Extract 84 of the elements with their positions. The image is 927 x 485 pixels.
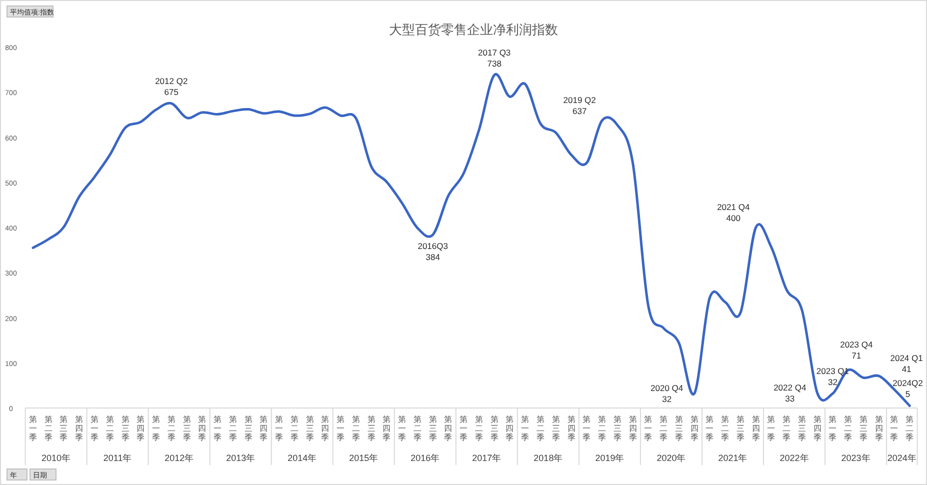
x-tick-label: 第四季 [444, 415, 452, 442]
x-tick-label: 第一季 [828, 415, 837, 442]
x-tick-label: 第四季 [382, 415, 391, 442]
x-tick-label: 第三季 [182, 415, 191, 442]
x-tick-label: 第二季 [44, 415, 52, 442]
data-label: 2022 Q4 33 [774, 382, 806, 404]
data-label: 2024Q2 5 [892, 378, 924, 400]
data-label: 2019 Q2 637 [563, 95, 596, 116]
x-tick-label: 第四季 [690, 415, 698, 442]
x-tick-label: 第二季 [228, 415, 237, 442]
text: 2019年 [595, 453, 624, 463]
x-tick-label: 第四季 [198, 415, 206, 442]
data-label: 2021 Q4 400 [717, 202, 750, 223]
x-tick-label: 第三季 [367, 415, 376, 442]
x-tick-label: 第四季 [628, 415, 637, 442]
text: 2012年 [164, 453, 194, 463]
x-tick-label: 第二季 [536, 415, 545, 442]
x-tick-label: 第二季 [782, 415, 791, 442]
x-tick-label: 第二季 [721, 415, 730, 442]
text: 2020年 [656, 453, 686, 463]
text: 2015年 [349, 453, 378, 463]
data-label: 2023 Q4 71 [840, 339, 873, 360]
x-tick-label: 第四季 [506, 415, 514, 442]
x-tick-label: 第一季 [152, 415, 160, 442]
x-tick-label: 第二季 [167, 415, 176, 442]
x-tick-label: 第三季 [736, 415, 744, 442]
x-tick-label: 第一季 [28, 415, 37, 442]
text: 2016年 [410, 453, 440, 463]
x-tick-label: 第四季 [752, 415, 760, 442]
text: 2017年 [472, 453, 502, 463]
x-tick-label: 第三季 [552, 415, 560, 442]
x-tick-label: 第二季 [844, 415, 852, 442]
x-tick-label: 第二季 [474, 415, 483, 442]
data-label: 2017 Q3 738 [478, 47, 511, 68]
data-label: 2020 Q4 32 [650, 383, 684, 404]
x-tick-label: 第一季 [767, 415, 776, 442]
x-tick-label: 第一季 [398, 415, 406, 442]
x-tick-label: 第四季 [874, 415, 883, 442]
x-tick-label: 第二季 [906, 415, 914, 442]
x-tick-label: 第三季 [798, 415, 806, 442]
x-tick-label: 第一季 [582, 415, 591, 442]
text: 2011年 [103, 453, 132, 463]
x-tick-label: 第二季 [413, 415, 422, 442]
chart-title: 大型百货零售企业净利润指数 [389, 22, 558, 37]
x-tick-label: 第四季 [260, 415, 268, 442]
x-tick-label: 第一季 [890, 415, 898, 442]
data-label: 2024 Q1 41 [890, 353, 924, 374]
x-tick-label: 第一季 [460, 415, 468, 442]
x-tick-label: 第四季 [813, 415, 822, 442]
text: 2014年 [288, 453, 317, 463]
text: 2013年 [226, 453, 256, 463]
x-tick-label: 第三季 [428, 415, 437, 442]
x-tick-label: 第二季 [290, 415, 298, 442]
x-tick-label: 第一季 [275, 415, 284, 442]
x-tick-label: 第二季 [352, 415, 360, 442]
x-tick-label: 第一季 [644, 415, 652, 442]
x-tick-label: 第四季 [136, 415, 145, 442]
text: 2023年 [841, 453, 870, 463]
x-tick-label: 第三季 [859, 415, 868, 442]
x-tick-label: 第一季 [214, 415, 222, 442]
x-tick-label: 第一季 [336, 415, 345, 442]
x-tick-label: 第二季 [598, 415, 606, 442]
x-tick-label: 第一季 [706, 415, 714, 442]
data-label: 2016Q3 384 [418, 241, 448, 262]
x-tick-label: 第四季 [567, 415, 576, 442]
x-tick-label: 第三季 [60, 415, 68, 442]
x-tick-label: 第三季 [306, 415, 314, 442]
x-tick-label: 第一季 [521, 415, 530, 442]
x-tick-label: 第三季 [244, 415, 252, 442]
text: 2022年 [780, 453, 809, 463]
text: 2018年 [534, 453, 563, 463]
x-tick-label: 第四季 [75, 415, 84, 442]
x-tick-label: 第三季 [490, 415, 498, 442]
data-label: 2012 Q2 675 [155, 76, 188, 97]
x-tick-label: 第三季 [674, 415, 683, 442]
text: 2024年 [887, 453, 916, 463]
x-tick-label: 第一季 [90, 415, 99, 442]
x-tick-label: 第三季 [613, 415, 622, 442]
x-tick-label: 第二季 [660, 415, 668, 442]
x-tick-label: 第二季 [106, 415, 114, 442]
x-tick-label: 第四季 [321, 415, 330, 442]
x-tick-label: 第三季 [121, 415, 130, 442]
text: 2021年 [718, 453, 748, 463]
text: 2010年 [42, 453, 71, 463]
